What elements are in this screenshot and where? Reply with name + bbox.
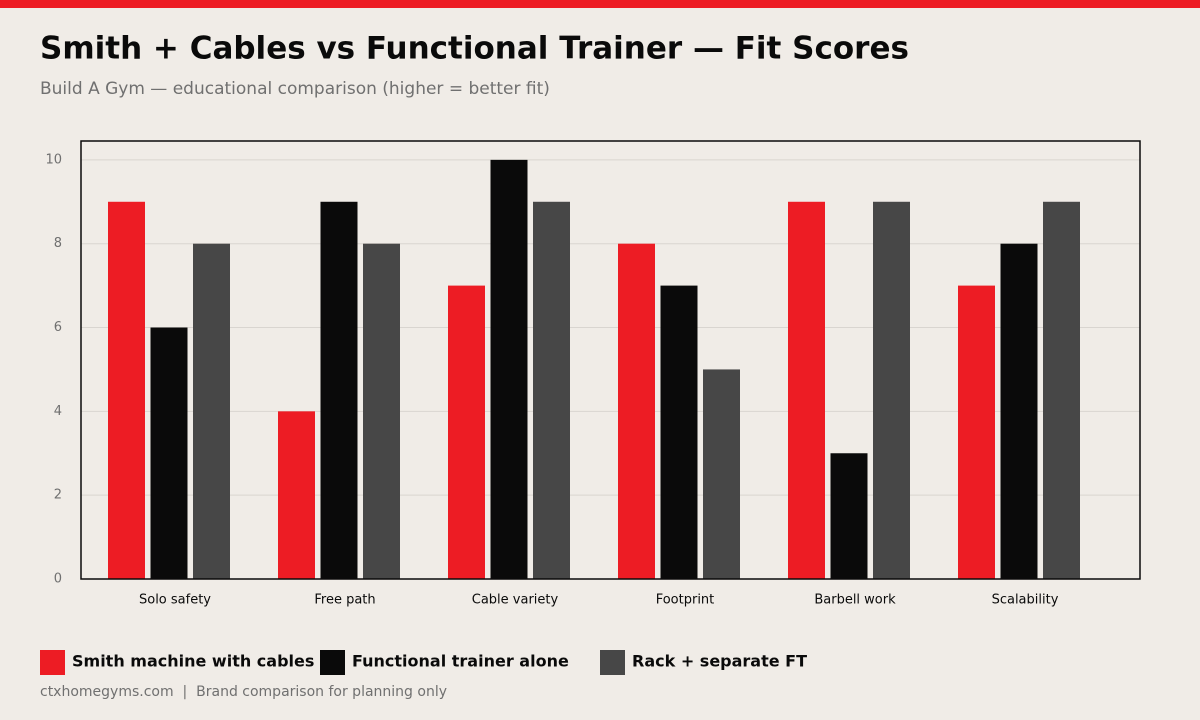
- bar: [1000, 243, 1038, 579]
- bar: [660, 285, 698, 579]
- bar: [448, 285, 485, 579]
- x-tick-label: Barbell work: [814, 593, 896, 608]
- legend-swatch: [40, 650, 65, 675]
- legend-swatch: [320, 650, 345, 675]
- legend-swatch: [600, 650, 625, 675]
- y-tick-label: 8: [54, 236, 62, 251]
- bar: [788, 201, 825, 579]
- bar: [873, 201, 910, 579]
- bar: [363, 243, 400, 579]
- top-stripe: [0, 0, 1200, 8]
- bar: [490, 159, 528, 579]
- chart-subtitle: Build A Gym — educational comparison (hi…: [40, 79, 550, 99]
- bar: [1043, 201, 1080, 579]
- bar: [150, 327, 188, 579]
- bar: [958, 285, 995, 579]
- legend-label: Functional trainer alone: [352, 652, 569, 671]
- bar: [703, 369, 740, 579]
- bar: [108, 201, 145, 579]
- x-tick-label: Footprint: [656, 593, 715, 608]
- legend-label: Smith machine with cables: [72, 652, 314, 671]
- x-tick-label: Scalability: [992, 593, 1059, 608]
- x-tick-label: Free path: [314, 593, 375, 608]
- bar: [533, 201, 570, 579]
- plot-frame: [80, 140, 1141, 580]
- bar: [193, 243, 230, 579]
- y-tick-label: 2: [54, 488, 62, 503]
- legend-label: Rack + separate FT: [632, 652, 807, 671]
- y-tick-label: 6: [54, 320, 62, 335]
- footer: ctxhomegyms.com | Brand comparison for p…: [40, 684, 447, 700]
- x-tick-label: Cable variety: [472, 593, 559, 608]
- y-tick-label: 0: [54, 572, 62, 587]
- y-tick-label: 10: [45, 152, 62, 167]
- bar: [618, 243, 655, 579]
- bar: [320, 201, 358, 579]
- chart-title: Smith + Cables vs Functional Trainer — F…: [40, 31, 909, 67]
- bar: [278, 411, 315, 579]
- y-tick-label: 4: [54, 404, 62, 419]
- bar: [830, 453, 868, 579]
- x-tick-label: Solo safety: [139, 593, 211, 608]
